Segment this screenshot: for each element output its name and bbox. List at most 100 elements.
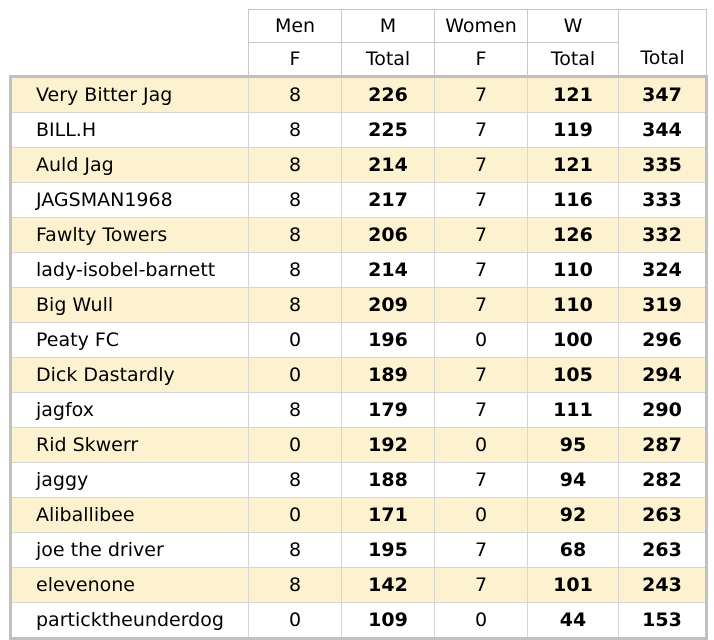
header-m-total-bottom: Total	[341, 42, 435, 78]
men-f-cell: 8	[248, 532, 342, 568]
table-row: Rid Skwerr 0 192 0 95 287	[9, 427, 708, 463]
player-name: Aliballibee	[9, 497, 249, 533]
player-name: lady-isobel-barnett	[9, 252, 249, 288]
m-total-cell: 142	[341, 567, 435, 603]
header-blank	[11, 10, 249, 43]
men-f-cell: 8	[248, 567, 342, 603]
men-f-cell: 8	[248, 112, 342, 148]
w-total-cell: 44	[527, 602, 619, 640]
men-f-cell: 8	[248, 217, 342, 253]
header-women-f-bottom: F	[434, 42, 528, 78]
women-f-cell: 7	[434, 532, 528, 568]
women-f-cell: 7	[434, 567, 528, 603]
w-total-cell: 101	[527, 567, 619, 603]
total-cell: 324	[618, 252, 708, 288]
m-total-cell: 225	[341, 112, 435, 148]
women-f-cell: 0	[434, 427, 528, 463]
table-row: BILL.H 8 225 7 119 344	[9, 112, 708, 148]
m-total-cell: 109	[341, 602, 435, 640]
table-row: jaggy 8 188 7 94 282	[9, 462, 708, 498]
w-total-cell: 111	[527, 392, 619, 428]
total-cell: 333	[618, 182, 708, 218]
total-cell: 287	[618, 427, 708, 463]
total-cell: 319	[618, 287, 708, 323]
header-women-f-top: Women	[434, 9, 528, 43]
m-total-cell: 226	[341, 76, 435, 113]
women-f-cell: 7	[434, 217, 528, 253]
m-total-cell: 192	[341, 427, 435, 463]
men-f-cell: 0	[248, 602, 342, 640]
table-row: Dick Dastardly 0 189 7 105 294	[9, 357, 708, 393]
header-row-bottom: F Total F Total Total	[10, 42, 707, 78]
men-f-cell: 0	[248, 357, 342, 393]
women-f-cell: 7	[434, 182, 528, 218]
m-total-cell: 195	[341, 532, 435, 568]
w-total-cell: 68	[527, 532, 619, 568]
w-total-cell: 95	[527, 427, 619, 463]
m-total-cell: 214	[341, 147, 435, 183]
table-row: Fawlty Towers 8 206 7 126 332	[9, 217, 708, 253]
m-total-cell: 196	[341, 322, 435, 358]
women-f-cell: 7	[434, 252, 528, 288]
m-total-cell: 214	[341, 252, 435, 288]
header-men-f-bottom: F	[248, 42, 342, 78]
total-cell: 335	[618, 147, 708, 183]
w-total-cell: 92	[527, 497, 619, 533]
men-f-cell: 8	[248, 287, 342, 323]
player-name: Auld Jag	[9, 147, 249, 183]
total-cell: 263	[618, 497, 708, 533]
header-total-bottom: Total	[618, 42, 707, 78]
m-total-cell: 217	[341, 182, 435, 218]
table-row: particktheunderdog 0 109 0 44 153	[9, 602, 708, 640]
men-f-cell: 8	[248, 392, 342, 428]
men-f-cell: 8	[248, 462, 342, 498]
women-f-cell: 7	[434, 147, 528, 183]
player-name: Very Bitter Jag	[9, 76, 249, 113]
w-total-cell: 100	[527, 322, 619, 358]
player-name: Big Wull	[9, 287, 249, 323]
header-w-total-bottom: Total	[527, 42, 619, 78]
table-row: jagfox 8 179 7 111 290	[9, 392, 708, 428]
women-f-cell: 7	[434, 357, 528, 393]
player-name: jagfox	[9, 392, 249, 428]
w-total-cell: 110	[527, 252, 619, 288]
m-total-cell: 206	[341, 217, 435, 253]
table-row: Peaty FC 0 196 0 100 296	[9, 322, 708, 358]
total-cell: 153	[618, 602, 708, 640]
men-f-cell: 8	[248, 252, 342, 288]
player-name: Rid Skwerr	[9, 427, 249, 463]
header-men-f-top: Men	[248, 9, 342, 43]
player-name: Fawlty Towers	[9, 217, 249, 253]
player-name: JAGSMAN1968	[9, 182, 249, 218]
women-f-cell: 7	[434, 392, 528, 428]
player-name: elevenone	[9, 567, 249, 603]
men-f-cell: 0	[248, 427, 342, 463]
m-total-cell: 179	[341, 392, 435, 428]
w-total-cell: 116	[527, 182, 619, 218]
total-cell: 243	[618, 567, 708, 603]
player-name: particktheunderdog	[9, 602, 249, 640]
women-f-cell: 7	[434, 76, 528, 113]
men-f-cell: 8	[248, 76, 342, 113]
men-f-cell: 8	[248, 147, 342, 183]
women-f-cell: 0	[434, 322, 528, 358]
header-total-top	[618, 9, 707, 43]
total-cell: 282	[618, 462, 708, 498]
header-blank-2	[10, 42, 249, 78]
total-cell: 344	[618, 112, 708, 148]
table-row: Aliballibee 0 171 0 92 263	[9, 497, 708, 533]
total-cell: 332	[618, 217, 708, 253]
total-cell: 296	[618, 322, 708, 358]
women-f-cell: 0	[434, 602, 528, 640]
player-name: Dick Dastardly	[9, 357, 249, 393]
men-f-cell: 0	[248, 322, 342, 358]
header-row-top: Men M Women W	[11, 9, 707, 43]
table-row: Very Bitter Jag 8 226 7 121 347	[9, 76, 708, 113]
w-total-cell: 105	[527, 357, 619, 393]
table-row: Big Wull 8 209 7 110 319	[9, 287, 708, 323]
women-f-cell: 7	[434, 287, 528, 323]
table-row: elevenone 8 142 7 101 243	[9, 567, 708, 603]
total-cell: 294	[618, 357, 708, 393]
total-cell: 347	[618, 76, 708, 113]
w-total-cell: 121	[527, 147, 619, 183]
